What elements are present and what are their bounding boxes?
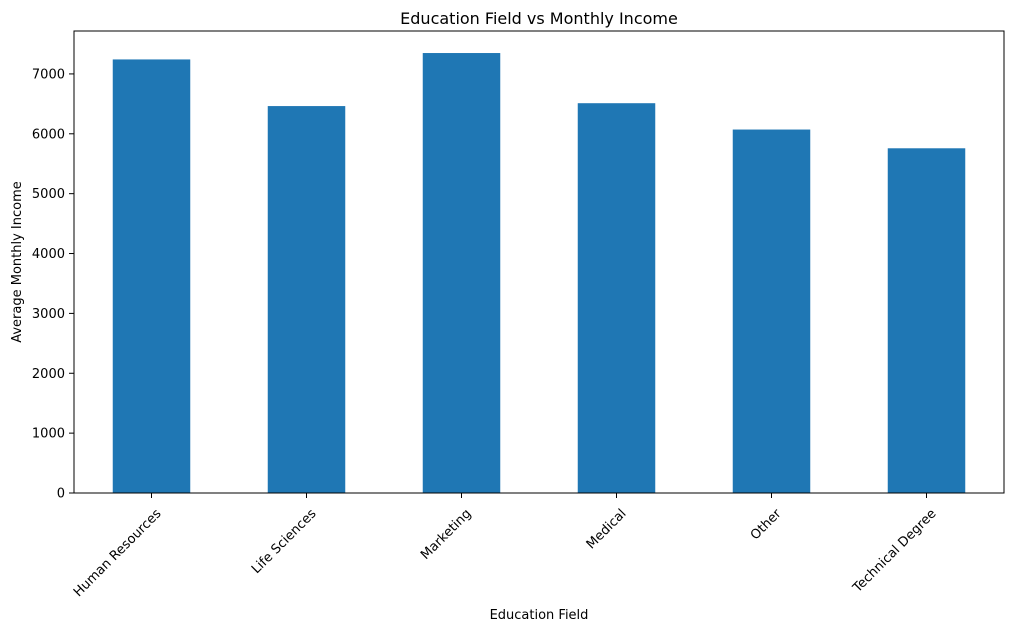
x-axis-label: Education Field — [490, 608, 589, 623]
y-tick-label: 0 — [57, 487, 65, 502]
bar-technical-degree — [887, 148, 966, 493]
y-tick-label: 6000 — [32, 127, 65, 142]
y-tick-label: 4000 — [32, 247, 65, 262]
x-tick-label: Technical Degree — [850, 506, 940, 596]
bar-life-sciences — [267, 106, 346, 493]
bar-other — [732, 129, 811, 494]
x-tick-label: Marketing — [418, 506, 474, 562]
y-tick-label: 5000 — [32, 187, 65, 202]
x-tick-label: Human Resources — [71, 506, 165, 600]
bar-medical — [577, 103, 656, 494]
y-tick-label: 3000 — [32, 307, 65, 322]
bar-human-resources — [112, 59, 191, 493]
bars-group — [112, 53, 966, 494]
x-tick-label: Other — [748, 506, 785, 543]
x-axis: Human Resources Life Sciences Marketing Med… — [71, 493, 940, 600]
y-axis-label: Average Monthly Income — [10, 181, 25, 343]
y-tick-label: 1000 — [32, 427, 65, 442]
y-tick-label: 7000 — [32, 67, 65, 82]
chart-title: Education Field vs Monthly Income — [400, 9, 678, 28]
x-tick-label: Life Sciences — [249, 506, 320, 577]
y-axis: 0 1000 2000 3000 4000 5000 6000 7000 — [32, 67, 74, 502]
bar-marketing — [422, 53, 501, 493]
plot-frame — [73, 30, 1005, 494]
y-tick-label: 2000 — [32, 367, 65, 382]
x-tick-label: Medical — [584, 506, 630, 552]
